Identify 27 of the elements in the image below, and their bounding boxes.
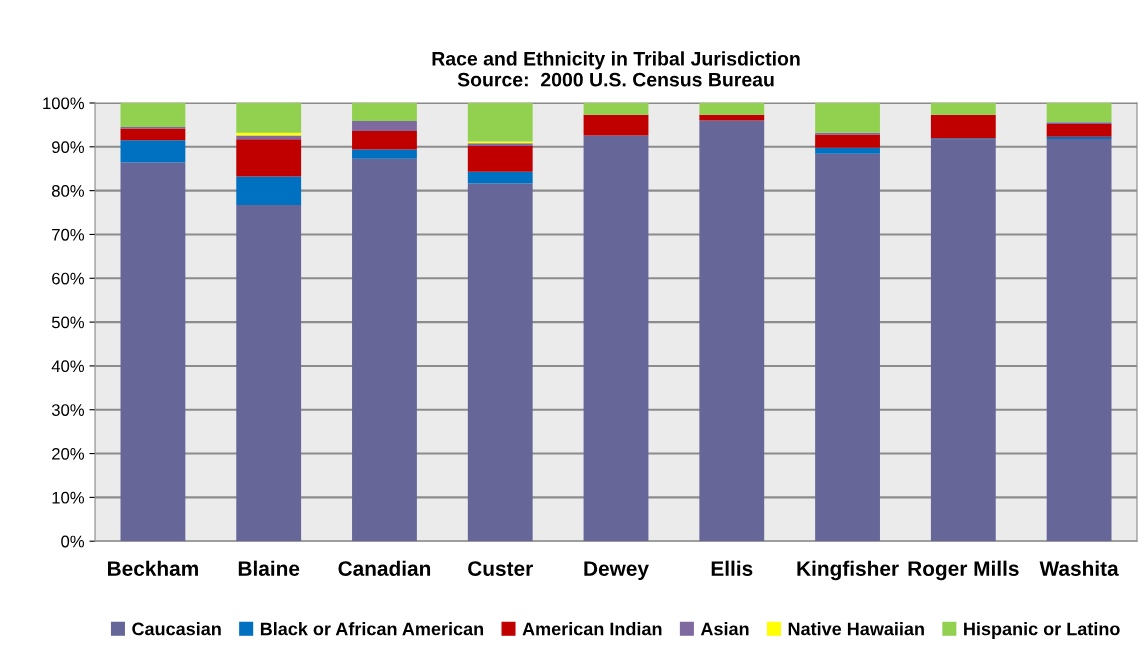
legend-label: American Indian — [522, 622, 662, 636]
x-tick-label: Canadian — [338, 560, 431, 576]
x-tick-label: Dewey — [584, 561, 649, 581]
legend-label: Hispanic or Latino — [964, 622, 1120, 639]
x-tick-label: Custer — [468, 561, 533, 576]
y-tick-label: 80% — [51, 185, 85, 197]
x-tick-label: Kingfisher — [797, 560, 899, 581]
x-tick-label: Roger Mills — [908, 560, 1019, 581]
y-tick-label: 100% — [43, 97, 85, 110]
x-tick-label: Ellis — [711, 560, 753, 576]
chart-title: Race and Ethnicity in Tribal Jurisdiction Source: 2000 U.S. Census Bureau — [432, 51, 800, 87]
y-tick-label: 70% — [52, 228, 85, 241]
y-tick-label: 10% — [52, 491, 85, 504]
y-tick-label: 20% — [52, 447, 85, 460]
x-tick-label: Beckham — [108, 560, 198, 576]
x-tick-label: Blaine — [238, 560, 300, 576]
legend-label: Black or African American — [260, 622, 484, 636]
y-tick-label: 50% — [51, 316, 85, 329]
y-tick-label: 30% — [51, 404, 85, 416]
legend-label: Native Hawaiian — [788, 622, 924, 636]
y-tick-label: 40% — [51, 360, 85, 373]
y-tick-label: 0% — [61, 535, 85, 548]
x-tick-label: Washita — [1039, 560, 1119, 576]
y-tick-label: 90% — [52, 141, 85, 154]
y-tick-label: 60% — [52, 272, 85, 285]
legend-label: Asian — [700, 622, 749, 636]
legend-label: Caucasian — [132, 622, 221, 636]
